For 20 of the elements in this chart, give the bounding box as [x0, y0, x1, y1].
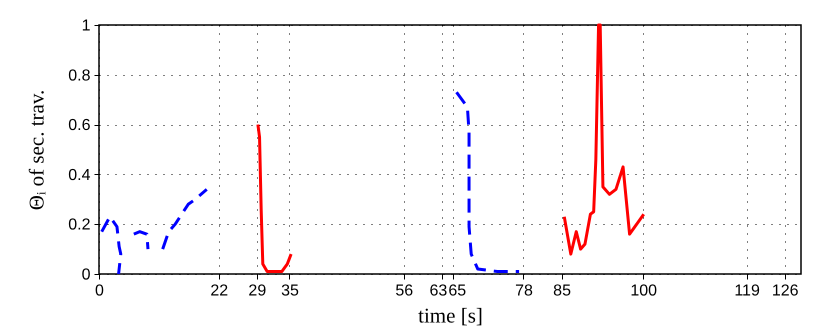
x-tick-label: 65	[448, 282, 466, 300]
y-tick-label: 0.6	[68, 117, 91, 134]
x-tick-label: 22	[210, 282, 228, 300]
x-tick-label: 63	[429, 282, 448, 300]
x-tick-label: 119	[734, 282, 760, 300]
x-axis-title: time [s]	[418, 304, 483, 328]
x-tick-label: 29	[248, 282, 266, 300]
y-tick-label: 0	[82, 266, 91, 284]
x-tick-label: 85	[553, 282, 572, 300]
x-tick-label: 0	[95, 282, 104, 300]
y-tick-label: 0.4	[68, 166, 91, 184]
x-tick-label: 56	[395, 282, 414, 300]
x-tick-label: 126	[772, 282, 799, 300]
y-axis-title: Θᵢ of sec. trav.	[24, 90, 48, 210]
x-tick-label: 100	[630, 282, 658, 300]
y-tick-label: 0.8	[68, 67, 91, 84]
y-tick-label: 1	[82, 18, 91, 34]
y-tick-label: 0.2	[68, 216, 91, 234]
x-tick-label: 78	[515, 282, 533, 300]
x-tick-label: 35	[281, 282, 299, 300]
